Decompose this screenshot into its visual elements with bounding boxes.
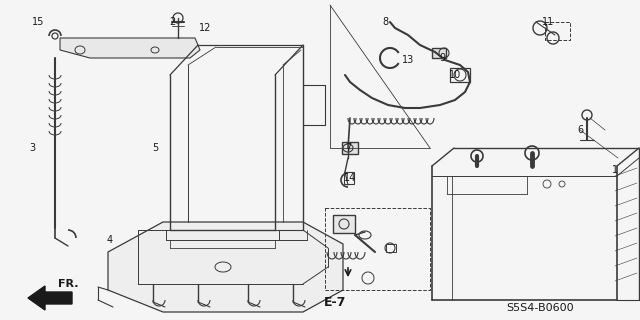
Bar [342,142,358,154]
Bar [344,172,354,184]
Bar [432,48,446,58]
Text: 14: 14 [344,173,356,183]
Text: FR.: FR. [58,279,79,289]
Text: 4: 4 [107,235,113,245]
Bar [450,68,470,82]
Polygon shape [60,38,200,58]
Text: 5: 5 [152,143,158,153]
Text: 11: 11 [542,17,554,27]
Text: 1: 1 [612,165,618,175]
Bar [386,244,396,252]
Text: 3: 3 [29,143,35,153]
Text: 12: 12 [199,23,211,33]
Text: 15: 15 [32,17,44,27]
Bar [333,215,355,233]
Polygon shape [28,286,72,310]
Text: 13: 13 [402,55,414,65]
Text: 9: 9 [439,53,445,63]
Text: 2: 2 [169,17,175,27]
Polygon shape [108,222,343,312]
Bar [545,22,570,40]
Text: 8: 8 [382,17,388,27]
Bar [325,208,430,290]
Text: 10: 10 [449,70,461,80]
Text: 6: 6 [577,125,583,135]
Text: S5S4-B0600: S5S4-B0600 [506,303,574,313]
Text: E-7: E-7 [324,297,346,309]
Text: 7: 7 [345,143,351,153]
